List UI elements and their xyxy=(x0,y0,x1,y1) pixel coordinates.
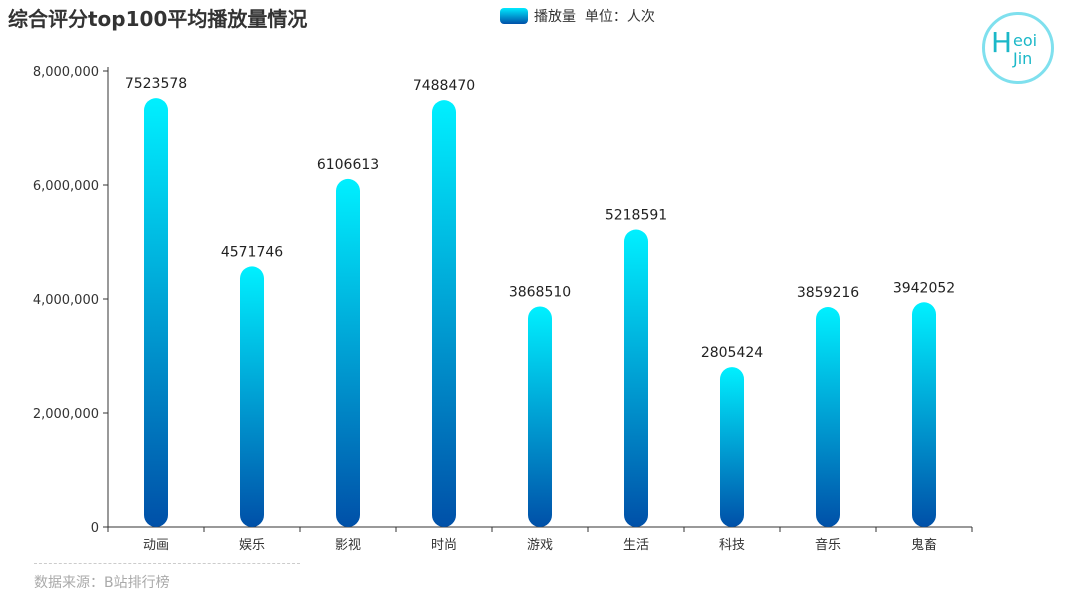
x-tick-label: 鬼畜 xyxy=(911,537,937,553)
data-label: 7488470 xyxy=(413,78,475,94)
x-tick-label: 时尚 xyxy=(431,538,457,553)
bar-影视 xyxy=(336,178,360,527)
data-label: 3868510 xyxy=(509,284,571,300)
bar-音乐 xyxy=(816,307,840,527)
y-tick-label: 0 xyxy=(91,521,99,536)
divider xyxy=(34,563,300,564)
x-tick-label: 音乐 xyxy=(815,537,841,553)
bar-动画 xyxy=(144,98,168,527)
data-label: 2805424 xyxy=(701,345,763,361)
x-tick-label: 生活 xyxy=(623,538,649,553)
x-tick-label: 科技 xyxy=(719,538,745,553)
data-label: 4571746 xyxy=(221,244,283,260)
y-tick-label: 8,000,000 xyxy=(33,65,99,80)
y-tick-label: 6,000,000 xyxy=(33,179,99,194)
y-tick-label: 4,000,000 xyxy=(33,293,99,308)
bar-生活 xyxy=(624,229,648,527)
x-tick-label: 动画 xyxy=(143,538,169,553)
legend[interactable]: 播放量 单位：人次 xyxy=(500,6,655,26)
chart-title: 综合评分top100平均播放量情况 xyxy=(8,7,308,31)
data-source: 数据来源：B站排行榜 xyxy=(34,575,170,591)
legend-label: 播放量 单位：人次 xyxy=(534,9,655,25)
legend-swatch xyxy=(500,8,528,24)
bar-游戏 xyxy=(528,306,552,527)
bar-鬼畜 xyxy=(912,302,936,527)
data-label: 5218591 xyxy=(605,208,667,224)
bar-科技 xyxy=(720,367,744,527)
data-label: 6106613 xyxy=(317,157,379,173)
x-tick-label: 娱乐 xyxy=(239,538,265,553)
bar-时尚 xyxy=(432,100,456,527)
logo: H eoi Jin xyxy=(982,12,1054,84)
x-tick-label: 游戏 xyxy=(527,538,553,553)
y-tick-label: 2,000,000 xyxy=(33,407,99,422)
data-label: 3859216 xyxy=(797,285,859,301)
bar-娱乐 xyxy=(240,266,264,527)
data-label: 3942052 xyxy=(893,280,955,296)
data-label: 7523578 xyxy=(125,76,187,92)
x-tick-label: 影视 xyxy=(335,538,361,553)
